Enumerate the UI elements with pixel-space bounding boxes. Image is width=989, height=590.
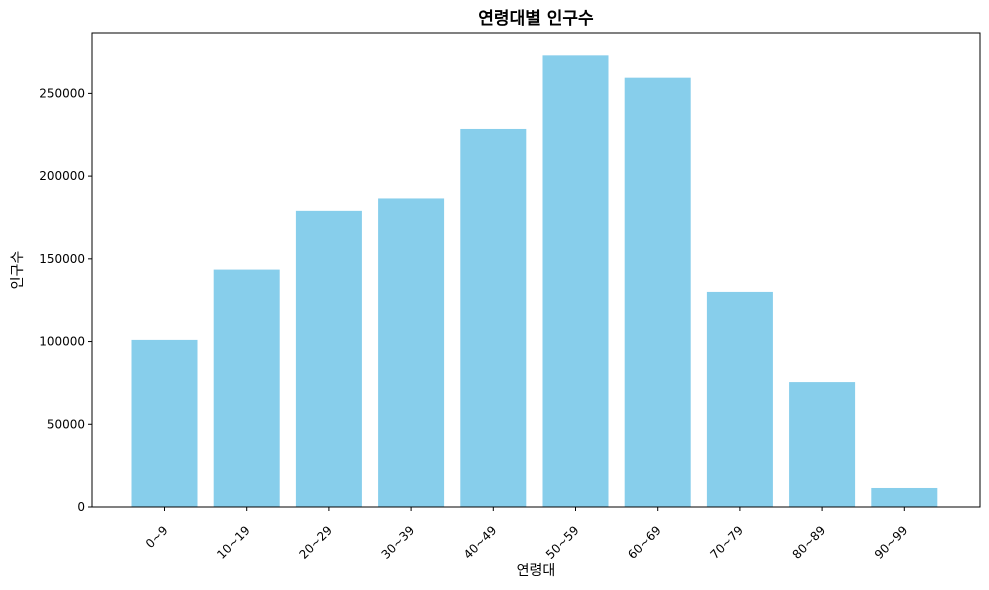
x-tick-label: 30~39 xyxy=(379,523,418,562)
x-tick-label: 20~29 xyxy=(296,523,335,562)
y-tick-label: 150000 xyxy=(39,252,85,266)
x-tick-label: 90~99 xyxy=(872,523,911,562)
bar-60~69 xyxy=(624,77,691,508)
x-tick-label: 70~79 xyxy=(707,523,746,562)
bar-50~59 xyxy=(542,55,609,508)
plot-frame xyxy=(91,32,981,508)
x-tick-label: 10~19 xyxy=(214,523,253,562)
bar-30~39 xyxy=(378,198,445,507)
y-axis-title: 인구수 xyxy=(10,251,26,290)
x-axis-title: 연령대 xyxy=(517,563,556,579)
bar-70~79 xyxy=(706,291,773,507)
y-tick-label: 250000 xyxy=(39,86,85,100)
bar-0~9 xyxy=(131,339,198,507)
x-tick-label: 50~59 xyxy=(543,523,582,562)
y-tick-label: 50000 xyxy=(47,417,85,431)
y-tick-label: 0 xyxy=(77,500,85,514)
bar-20~29 xyxy=(295,210,362,507)
x-tick-label: 0~9 xyxy=(143,523,171,551)
bar-80~89 xyxy=(789,382,856,507)
y-tick-label: 200000 xyxy=(39,169,85,183)
x-tick-label: 40~49 xyxy=(461,523,500,562)
x-tick-label: 80~89 xyxy=(790,523,829,562)
chart-title: 연령대별 인구수 xyxy=(478,8,594,29)
plot-area: 0 50000 100000 150000 200000 250000 0~9 10~19 20… xyxy=(39,32,981,562)
x-tick-label: 60~69 xyxy=(625,523,664,562)
y-tick-label: 100000 xyxy=(39,335,85,349)
bar-90~99 xyxy=(871,487,938,507)
bar-10~19 xyxy=(213,269,280,507)
bar-40~49 xyxy=(460,128,527,507)
